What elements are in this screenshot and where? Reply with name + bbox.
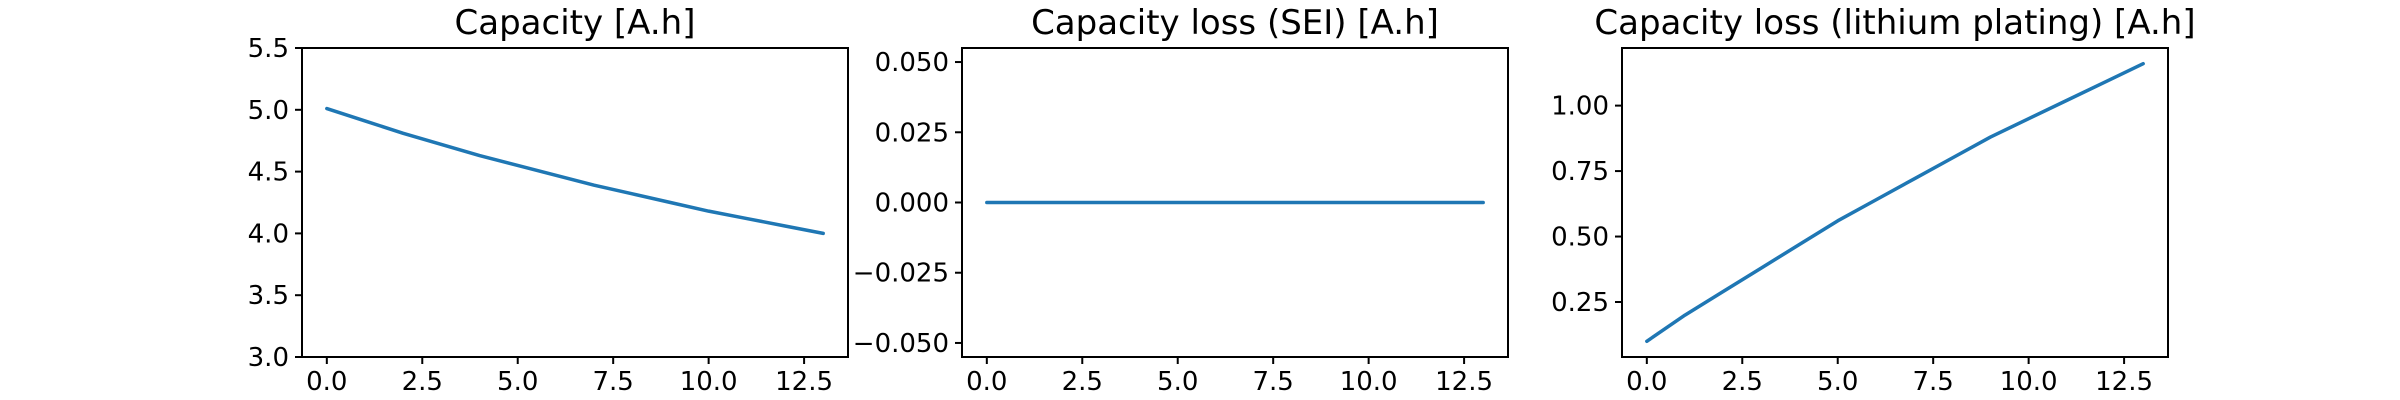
chart-title: Capacity loss (lithium plating) [A.h] <box>1594 3 2195 43</box>
y-tick-label: 3.5 <box>248 281 289 311</box>
x-tick-label: 0.0 <box>966 367 1007 397</box>
chart-panel-3: Capacity loss (lithium plating) [A.h] 0.0… <box>1551 3 2196 397</box>
chart-title: Capacity [A.h] <box>455 3 696 43</box>
plot-frame <box>301 47 849 358</box>
x-tick-label: 5.0 <box>1157 367 1198 397</box>
plot-frame <box>1621 47 2169 358</box>
x-tick-label: 2.5 <box>1062 367 1103 397</box>
y-tick-label: 3.0 <box>248 343 289 373</box>
y-tick-label: 0.000 <box>875 189 949 219</box>
series-line <box>325 106 825 236</box>
x-tick-label: 10.0 <box>2000 367 2058 397</box>
chart-panel-1: Capacity [A.h] 0.0 2.5 5.0 7.5 10.0 12.5 3.0 3.5… <box>248 3 849 397</box>
y-tick-label: 1.00 <box>1551 92 1609 122</box>
y-tick-label: 4.0 <box>248 219 289 249</box>
x-tick-label: 12.5 <box>2095 367 2153 397</box>
x-tick-label: 7.5 <box>1253 367 1294 397</box>
x-tick-label: 5.0 <box>1817 367 1858 397</box>
y-tick-label: 0.025 <box>875 118 949 148</box>
y-tick-label: −0.025 <box>853 259 949 289</box>
y-tick-label: −0.050 <box>853 329 949 359</box>
x-tick-label: 0.0 <box>1626 367 1667 397</box>
x-tick-label: 10.0 <box>680 367 738 397</box>
y-tick-label: 0.25 <box>1551 288 1609 318</box>
x-tick-label: 2.5 <box>1722 367 1763 397</box>
y-tick-label: 4.5 <box>248 158 289 188</box>
chart-panel-2: Capacity loss (SEI) [A.h] 0.0 2.5 5.0 7.5 10.… <box>853 3 1509 397</box>
x-tick-label: 12.5 <box>775 367 833 397</box>
chart-title: Capacity loss (SEI) [A.h] <box>1031 3 1439 43</box>
y-tick-label: 5.0 <box>248 96 289 126</box>
y-tick-label: 5.5 <box>248 34 289 64</box>
y-tick-label: 0.050 <box>875 48 949 78</box>
x-tick-label: 7.5 <box>593 367 634 397</box>
x-tick-label: 10.0 <box>1340 367 1398 397</box>
plot-frame <box>961 47 1509 358</box>
x-tick-label: 7.5 <box>1913 367 1954 397</box>
y-tick-label: 0.50 <box>1551 223 1609 253</box>
x-tick-label: 12.5 <box>1435 367 1493 397</box>
x-tick-label: 0.0 <box>306 367 347 397</box>
x-tick-label: 5.0 <box>497 367 538 397</box>
x-tick-label: 2.5 <box>402 367 443 397</box>
series-line <box>1645 61 2145 344</box>
y-tick-label: 0.75 <box>1551 157 1609 187</box>
